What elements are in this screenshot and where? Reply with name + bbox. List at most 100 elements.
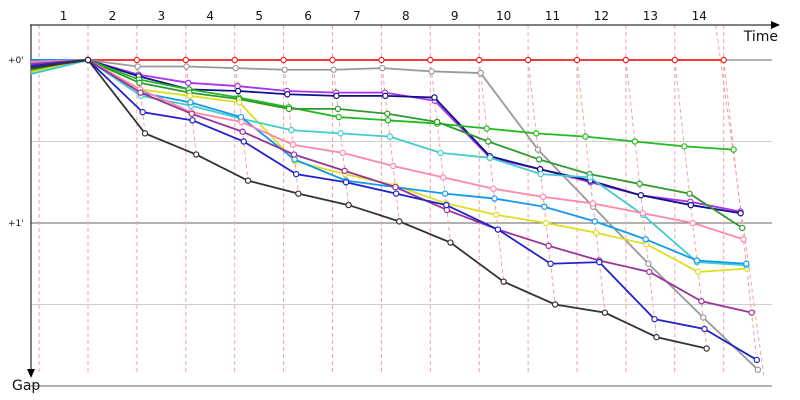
data-point <box>601 309 609 316</box>
data-point <box>500 278 507 285</box>
data-point <box>541 203 548 210</box>
data-point <box>586 174 594 181</box>
series-line <box>87 59 743 229</box>
data-point <box>737 210 744 217</box>
data-point <box>645 260 652 267</box>
data-point <box>185 79 192 87</box>
data-point <box>485 138 492 145</box>
data-point <box>396 218 403 225</box>
y-axis-arrow <box>27 369 35 378</box>
x-axis-arrow <box>771 21 780 29</box>
lap-label: 9 <box>451 9 459 23</box>
lap-gridlines <box>38 25 725 375</box>
data-point <box>592 229 600 236</box>
data-point <box>431 94 438 101</box>
time-guide-line <box>625 59 657 338</box>
data-point <box>651 315 658 323</box>
data-point <box>392 190 400 197</box>
data-point <box>693 257 701 264</box>
data-point <box>239 128 246 135</box>
data-point <box>335 113 342 121</box>
data-point <box>551 301 559 308</box>
time-guide-line <box>715 24 765 376</box>
data-point <box>186 92 193 100</box>
series-line <box>87 59 741 215</box>
series-start-stub <box>30 59 89 69</box>
time-guide-line <box>478 59 505 282</box>
data-point <box>637 192 645 199</box>
data-point <box>240 138 247 145</box>
data-point <box>589 200 597 207</box>
time-guide-line <box>185 59 197 155</box>
series-layer <box>30 56 762 373</box>
time-guide-line <box>576 59 606 313</box>
lap-label: 10 <box>496 9 511 23</box>
time-guide-line <box>723 59 757 354</box>
data-point <box>389 162 397 170</box>
data-point <box>183 63 190 70</box>
data-point <box>490 185 497 192</box>
series-5 <box>30 56 746 232</box>
data-point <box>596 258 603 266</box>
data-point <box>284 91 291 98</box>
data-point <box>345 201 352 209</box>
data-point <box>646 268 653 276</box>
data-point <box>330 66 337 73</box>
series-line <box>87 59 758 361</box>
data-point <box>334 105 342 113</box>
data-point <box>547 260 554 267</box>
series-line <box>87 59 747 265</box>
data-point <box>379 64 386 72</box>
lap-label: 7 <box>353 9 361 23</box>
time-guide-line <box>380 59 400 222</box>
data-point <box>386 133 394 140</box>
y-tick-labels: +0' +1' <box>8 56 24 229</box>
data-point <box>244 177 252 184</box>
data-point <box>535 156 543 163</box>
data-point <box>433 118 441 126</box>
data-point <box>378 56 385 64</box>
data-point <box>295 190 302 197</box>
data-point <box>701 325 708 333</box>
data-point <box>698 298 705 305</box>
data-point <box>187 99 194 106</box>
data-point <box>447 239 454 246</box>
data-point <box>700 314 707 321</box>
data-point <box>573 56 581 64</box>
data-point <box>384 117 392 124</box>
data-point <box>238 118 245 126</box>
time-guide-line <box>234 59 249 181</box>
data-point <box>730 146 737 153</box>
data-point <box>339 149 346 157</box>
data-point <box>84 56 92 64</box>
data-point <box>739 224 746 232</box>
data-point <box>189 117 196 124</box>
data-point <box>443 201 450 209</box>
lap-label: 14 <box>692 9 707 23</box>
time-guide-line <box>527 59 556 305</box>
data-point <box>337 130 344 137</box>
data-point <box>290 151 298 158</box>
data-point <box>534 146 542 153</box>
data-point <box>591 218 599 225</box>
data-point <box>686 190 693 197</box>
x-axis-title: Time <box>743 29 778 45</box>
data-point <box>134 63 141 70</box>
series-line <box>87 59 744 241</box>
data-point <box>232 64 239 72</box>
data-point <box>743 260 750 267</box>
data-point <box>476 56 483 64</box>
series-9 <box>30 56 747 243</box>
data-point <box>537 170 544 178</box>
data-point <box>642 236 649 243</box>
data-point <box>427 56 434 64</box>
data-point <box>384 110 391 117</box>
data-point <box>524 56 532 64</box>
data-point <box>491 195 498 202</box>
data-point <box>136 79 143 87</box>
y-axis-title: Gap <box>12 378 40 394</box>
series-12 <box>30 56 710 352</box>
data-point <box>636 180 643 188</box>
data-point <box>382 92 389 100</box>
